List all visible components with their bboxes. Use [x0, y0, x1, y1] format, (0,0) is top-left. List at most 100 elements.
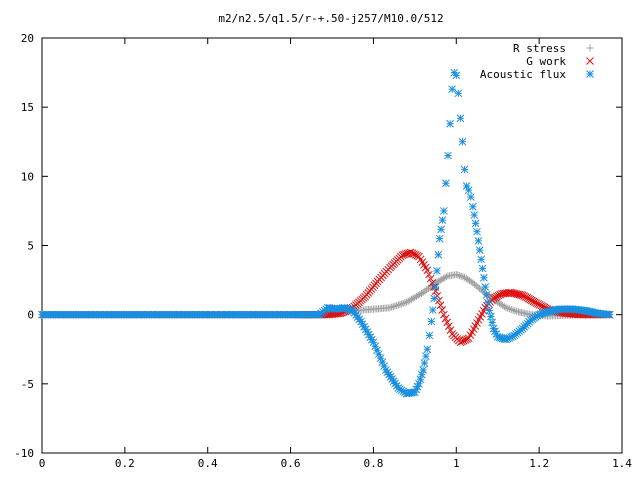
data-point: [469, 202, 477, 211]
data-point: [452, 71, 461, 80]
data-point: [441, 274, 449, 282]
data-point: [394, 301, 402, 309]
data-point: [423, 286, 431, 294]
data-point: [433, 267, 441, 275]
data-point: [512, 290, 521, 298]
data-point: [454, 89, 463, 98]
data-point: [374, 350, 383, 359]
data-point: [452, 271, 460, 279]
data-point: [399, 299, 407, 307]
x-tick-label: 0.2: [115, 457, 135, 470]
data-point: [441, 314, 450, 323]
data-point: [605, 310, 614, 319]
data-point: [376, 354, 385, 362]
data-point: [380, 362, 388, 370]
data-series: [38, 68, 614, 398]
data-point: [513, 307, 521, 315]
data-point: [425, 270, 433, 279]
legend-label: G work: [526, 55, 566, 68]
data-point: [442, 179, 450, 188]
data-point: [422, 352, 430, 361]
data-point: [393, 302, 401, 310]
data-point: [502, 304, 510, 312]
y-tick-label: 0: [27, 309, 34, 322]
data-point: [430, 294, 439, 303]
data-point: [438, 216, 447, 224]
data-point: [506, 288, 514, 297]
legend-marker: [586, 44, 594, 52]
data-point: [458, 137, 467, 146]
legend-label: Acoustic flux: [480, 68, 566, 81]
data-point: [480, 273, 488, 282]
data-point: [473, 227, 481, 236]
data-point: [484, 298, 492, 307]
legend-marker: [586, 70, 594, 78]
data-point: [434, 250, 443, 259]
data-point: [417, 370, 426, 379]
data-point: [456, 114, 465, 123]
data-point: [444, 322, 453, 331]
data-point: [425, 331, 434, 340]
data-point: [423, 266, 432, 275]
data-point: [437, 225, 445, 234]
y-tick-label: 15: [21, 101, 34, 114]
data-point: [477, 255, 485, 264]
x-axis: 0 0.2 0.4 0.6 0.8 1 1.2 1.4: [39, 38, 632, 470]
data-point: [435, 234, 444, 243]
data-point: [427, 317, 436, 326]
x-tick-label: 0.8: [363, 457, 383, 470]
data-point: [507, 289, 516, 297]
x-tick-label: 0: [39, 457, 46, 470]
data-point: [419, 289, 427, 297]
x-tick-label: 1.4: [612, 457, 632, 470]
data-point: [398, 300, 406, 308]
data-point: [438, 275, 446, 283]
data-point: [515, 290, 524, 299]
data-point: [446, 326, 455, 335]
data-point: [444, 151, 452, 160]
data-point: [478, 264, 487, 273]
data-point: [507, 306, 515, 314]
data-point: [470, 211, 479, 219]
series-g-work: [38, 248, 614, 347]
data-point: [388, 303, 396, 311]
data-point: [500, 303, 508, 311]
y-tick-label: 5: [27, 240, 34, 253]
data-point: [506, 305, 514, 313]
data-point: [420, 359, 429, 367]
data-point: [423, 345, 432, 354]
data-point: [389, 303, 397, 311]
data-point: [431, 283, 440, 291]
data-point: [386, 304, 394, 312]
data-point: [426, 274, 435, 283]
data-point: [391, 302, 399, 310]
legend-marker: [586, 57, 594, 65]
data-point: [459, 273, 467, 281]
data-point: [401, 299, 409, 307]
data-point: [475, 246, 484, 254]
data-point: [510, 289, 519, 298]
x-tick-label: 0.6: [281, 457, 301, 470]
data-point: [440, 310, 448, 319]
data-point: [396, 300, 404, 308]
y-axis: -10 -5 0 5 10 15 20: [14, 32, 622, 460]
data-point: [457, 272, 465, 280]
data-point: [488, 318, 497, 327]
data-point: [378, 358, 387, 366]
data-point: [486, 312, 495, 321]
y-tick-label: -5: [21, 378, 34, 391]
data-point: [446, 119, 454, 128]
data-point: [482, 290, 491, 299]
data-point: [419, 366, 427, 374]
x-tick-label: 1.2: [529, 457, 549, 470]
data-point: [440, 207, 448, 215]
data-point: [514, 290, 522, 299]
data-point: [436, 276, 444, 284]
data-point: [509, 306, 517, 314]
data-point: [415, 379, 423, 388]
data-point: [466, 193, 475, 201]
data-point: [481, 283, 490, 291]
data-point: [438, 306, 447, 314]
